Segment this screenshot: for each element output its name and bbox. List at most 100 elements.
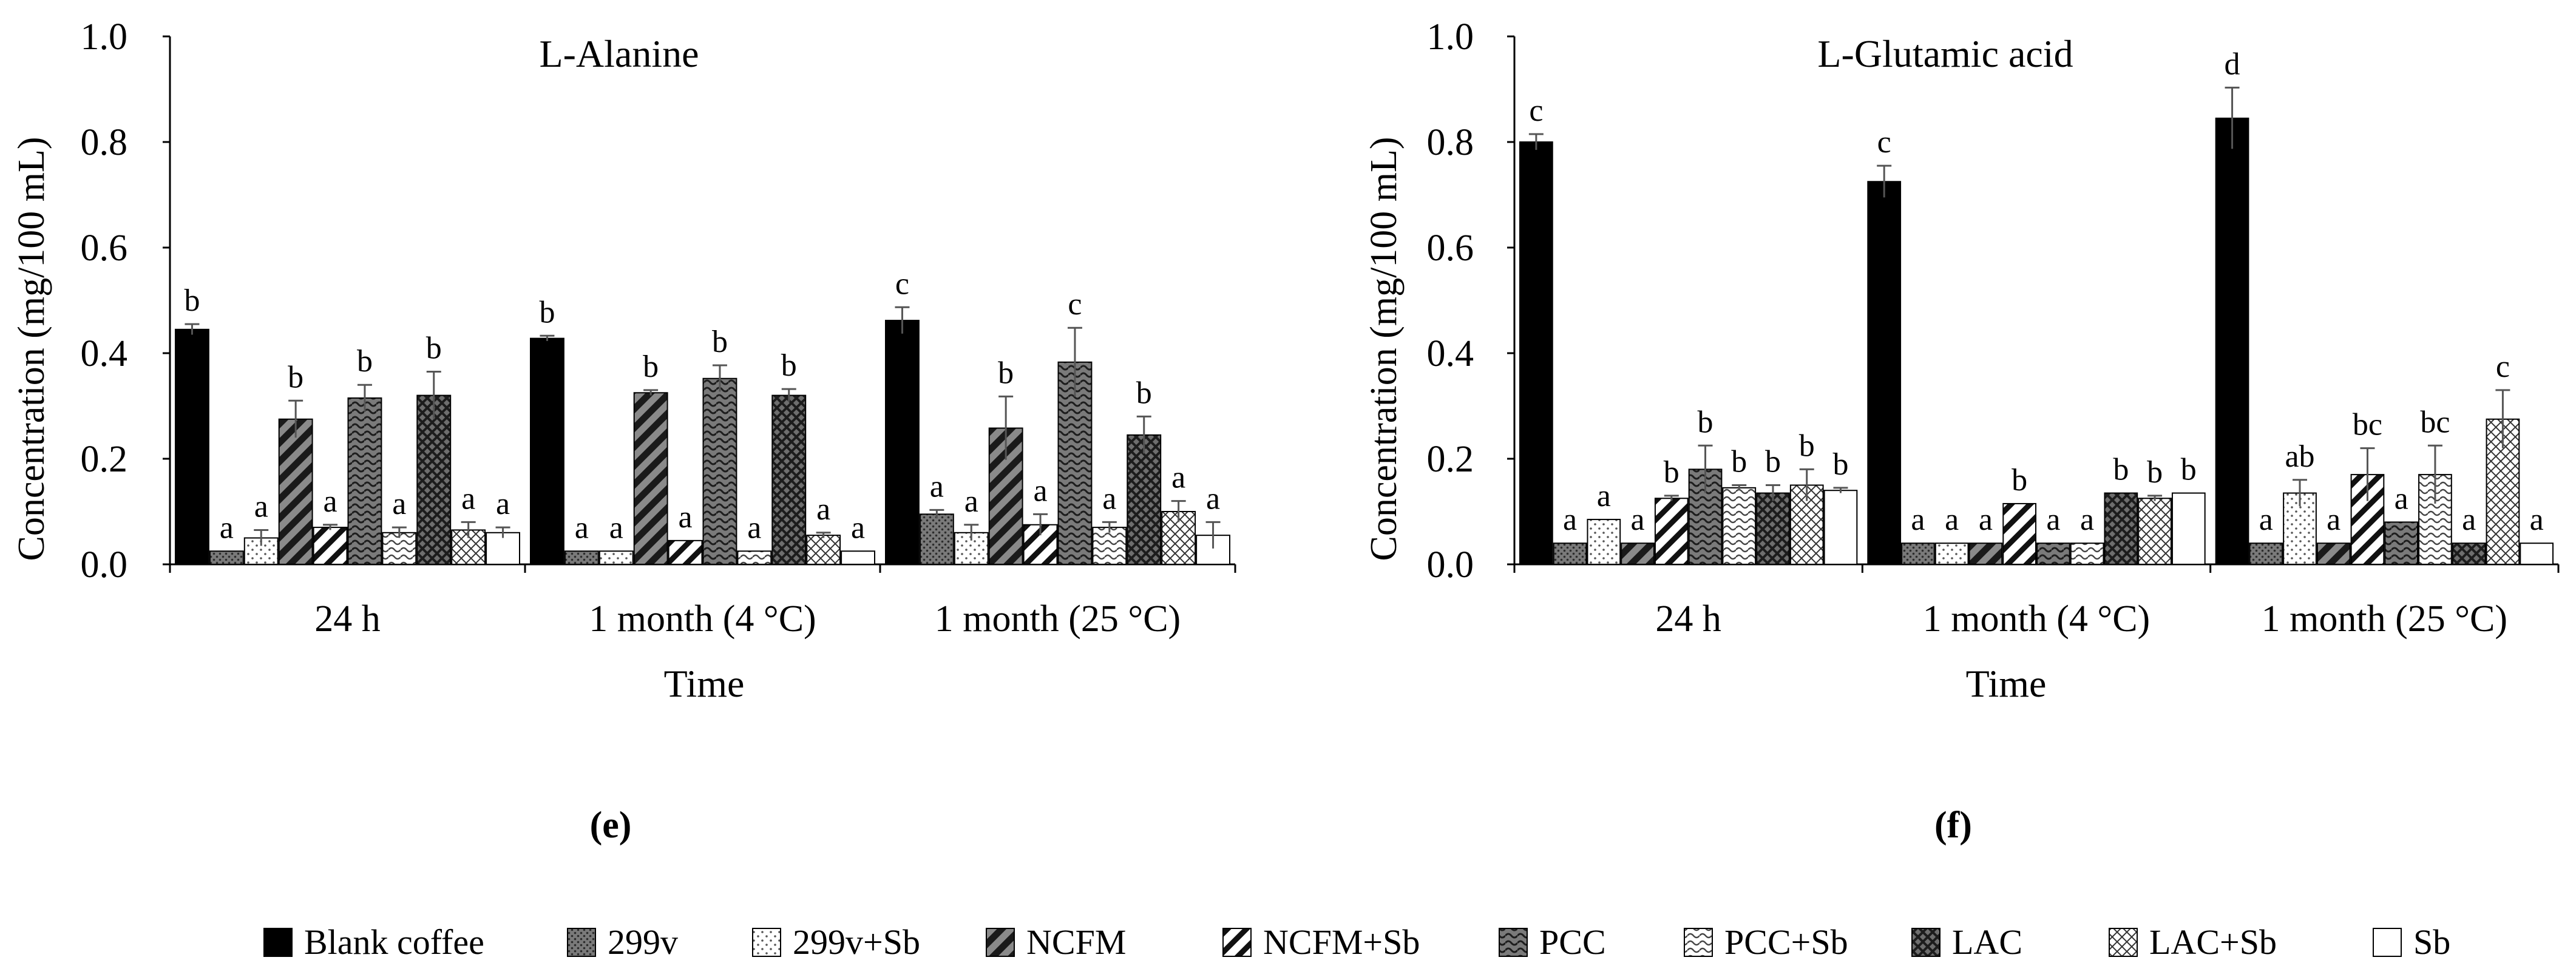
significance-label: b [426,331,442,365]
x-tick-label: 24 h [1655,598,1721,640]
legend-swatch [752,928,781,957]
panel-label: (f) [1934,805,1972,846]
legend: Blank coffee 299v 299v+Sb NCFM NCFM+Sb PCC PCC… [263,922,2450,962]
bar [919,513,954,565]
legend-swatch [1684,928,1713,957]
y-tick-label: 0.4 [81,333,128,374]
significance-label: a [930,469,944,504]
bar [702,377,737,565]
significance-label: b [1136,376,1152,410]
bar [1867,181,1902,565]
significance-label: a [1563,502,1577,537]
y-tick-label: 1.0 [1427,16,1474,58]
bar [1823,490,1858,566]
bar [2384,521,2419,566]
legend-item: 299v [567,922,678,962]
y-tick-label: 0.6 [1427,228,1474,269]
significance-label: c [1068,287,1082,322]
legend-item: 299v+Sb [752,922,920,962]
bar [347,397,382,565]
bar [2452,542,2486,566]
legend-label: LAC+Sb [2149,922,2277,962]
bar [598,550,634,565]
significance-label: a [816,492,830,527]
bar [1519,141,1553,565]
bar [2036,542,2070,566]
bar [175,328,209,565]
legend-label: 299v [608,922,678,962]
significance-label: a [2259,502,2273,537]
significance-label: b [184,283,200,318]
significance-label: a [392,487,406,521]
bar [1968,542,2003,566]
bar [1901,542,1935,566]
legend-swatch [1222,928,1252,957]
y-axis-label: Concentration (mg/100 mL) [1363,137,1405,561]
significance-label: b [1765,445,1781,479]
panel-e: L-Alanine Time Concentration (mg/100 mL)… [11,16,1236,846]
plot-area-f: 0.0 0.2 0.4 0.6 0.8 1.0 24 h 1 month (4 °C) 1 mo… [1427,16,2560,640]
significance-label: a [1206,481,1220,516]
legend-swatch [1911,928,1940,957]
legend-label: Sb [2413,922,2450,962]
significance-label: a [747,510,761,545]
bar [278,418,313,565]
significance-label: a [461,481,475,516]
significance-label: b [288,360,303,394]
bar [1553,542,1587,566]
significance-label: a [609,510,623,545]
significance-label: bc [2420,405,2450,439]
legend-label: 299v+Sb [793,922,920,962]
bar [1092,527,1127,565]
significance-label: b [1832,447,1848,482]
legend-swatch [986,928,1015,957]
bar [2520,542,2554,566]
bar [2002,502,2036,566]
legend-swatch [567,928,596,957]
significance-label: a [964,484,978,519]
bar [2171,492,2206,565]
y-tick-label: 0.0 [1427,544,1474,586]
significance-label: a [1034,473,1048,508]
bar [564,550,599,565]
x-axis-label: Time [664,662,745,705]
bar [885,320,920,565]
bar [313,527,348,565]
significance-label: a [1979,502,1993,537]
bar [1934,542,1969,566]
bar [1621,542,1655,566]
panel-label: (e) [590,805,632,846]
legend-label: PCC [1539,922,1606,962]
bar [1127,434,1162,565]
bar [209,550,244,565]
legend-item: Blank coffee [263,922,484,962]
y-tick-label: 0.4 [1427,333,1474,374]
significance-label: a [496,487,510,521]
significance-label: a [220,510,234,545]
significance-label: a [2327,502,2340,537]
x-tick-label: 1 month (25 °C) [2262,598,2507,640]
bar [668,539,703,565]
bar [2138,498,2172,565]
significance-label: a [2462,502,2476,537]
significance-label: c [1529,93,1543,128]
significance-label: b [998,356,1014,390]
significance-label: c [895,266,909,301]
bar [841,550,875,565]
significance-label: a [575,510,589,545]
bar [2316,542,2351,566]
legend-item: LAC+Sb [2109,922,2277,962]
bar [1756,492,1790,565]
significance-label: b [357,344,373,379]
plot-area-e: 0.0 0.2 0.4 0.6 0.8 1.0 24 h 1 month (4 °C) 1 mo… [81,16,1236,640]
legend-swatch [2109,928,2138,957]
legend-item: PCC [1499,922,1606,962]
bar [1161,511,1196,565]
bar [2070,542,2104,566]
legend-swatch [263,928,293,957]
bar [1654,498,1689,565]
significance-label: a [2080,502,2094,537]
panel-f: L-Glutamic acid Time Concentration (mg/1… [1363,16,2560,846]
significance-label: b [2147,455,2163,490]
